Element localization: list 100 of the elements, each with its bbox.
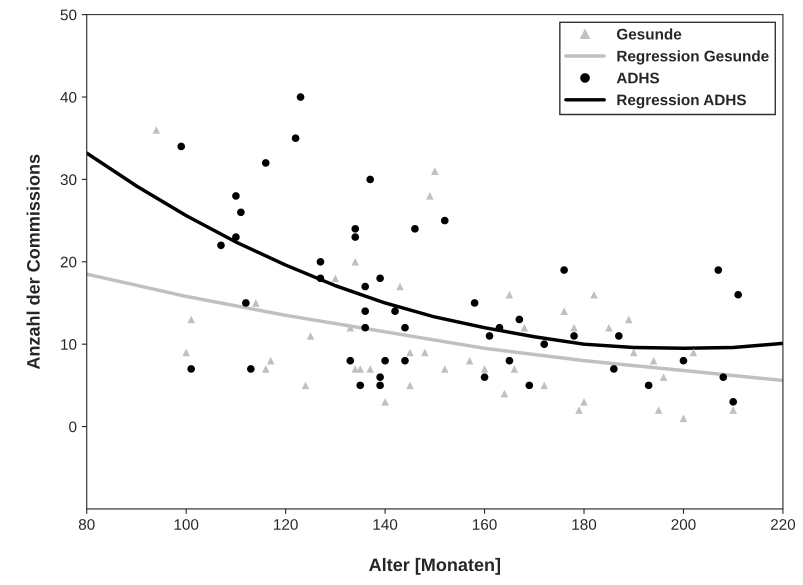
- point: [590, 290, 598, 299]
- legend-label: Regression ADHS: [617, 94, 746, 108]
- point: [262, 365, 270, 373]
- x-tick-label: 180: [572, 519, 596, 530]
- point: [440, 216, 449, 224]
- point: [734, 290, 742, 299]
- x-tick-label: 160: [472, 519, 497, 530]
- y-tick-label: 40: [60, 92, 76, 103]
- point: [262, 159, 270, 167]
- point: [356, 382, 364, 390]
- point: [506, 290, 514, 299]
- point: [351, 258, 360, 266]
- point: [680, 356, 688, 364]
- point: [719, 373, 728, 381]
- point: [660, 373, 668, 381]
- point: [406, 348, 414, 356]
- point: [575, 406, 583, 414]
- legend-label: ADHS: [616, 72, 660, 84]
- point: [351, 233, 360, 241]
- point: [426, 192, 434, 200]
- point: [570, 332, 578, 340]
- y-tick-label: 30: [60, 174, 76, 186]
- point: [431, 167, 439, 175]
- point: [401, 356, 409, 364]
- line-series: [86, 272, 783, 382]
- point: [232, 192, 240, 200]
- x-tick-label: 80: [78, 519, 95, 530]
- point: [729, 406, 737, 414]
- point: [610, 365, 618, 373]
- y-tick-label: 0: [69, 421, 76, 432]
- point: [182, 348, 190, 356]
- point: [480, 365, 488, 373]
- point: [292, 134, 300, 142]
- point: [361, 324, 370, 332]
- point: [152, 126, 160, 134]
- point: [302, 382, 310, 390]
- x-tick-label: 200: [671, 519, 696, 530]
- point: [401, 324, 409, 332]
- point: [500, 390, 508, 398]
- point: [520, 324, 528, 332]
- y-tick-label: 20: [60, 256, 76, 268]
- point: [680, 414, 688, 422]
- point: [440, 365, 449, 373]
- y-tick-label: 10: [61, 339, 76, 350]
- point: [516, 316, 524, 324]
- x-tick-label: 220: [770, 519, 796, 530]
- point: [560, 307, 568, 316]
- point: [376, 373, 384, 381]
- point: [421, 348, 429, 356]
- point: [624, 316, 633, 324]
- point: [391, 307, 399, 316]
- x-tick-label: 140: [374, 519, 398, 530]
- point: [252, 299, 260, 307]
- legend-label: Regression Gesunde: [617, 50, 769, 65]
- point: [470, 299, 478, 307]
- point: [540, 382, 548, 390]
- y-tick-label: 50: [60, 9, 76, 20]
- point: [654, 406, 662, 414]
- point: [615, 332, 623, 340]
- point: [605, 324, 613, 332]
- point: [247, 365, 255, 373]
- point: [506, 356, 514, 364]
- line-series: [86, 151, 783, 350]
- point: [396, 282, 404, 290]
- point: [729, 398, 737, 406]
- point: [266, 356, 275, 364]
- point: [630, 348, 638, 356]
- point: [361, 282, 370, 290]
- point: [346, 324, 354, 332]
- x-tick-label: 100: [174, 519, 198, 530]
- y-axis-title: Anzahl der Commissions: [26, 154, 40, 370]
- point: [376, 382, 384, 390]
- legend-label: Gesunde: [616, 28, 682, 40]
- point: [177, 142, 186, 150]
- point: [361, 307, 370, 316]
- point: [316, 258, 324, 266]
- point: [570, 324, 578, 332]
- point: [580, 398, 588, 406]
- point: [217, 242, 225, 250]
- point: [237, 208, 245, 216]
- point: [376, 274, 384, 282]
- point: [381, 356, 389, 364]
- point: [306, 332, 314, 340]
- point: [690, 348, 698, 356]
- point: [560, 266, 568, 274]
- point: [466, 356, 474, 364]
- point: [316, 274, 324, 282]
- point: [526, 382, 534, 390]
- point: [480, 373, 488, 381]
- point: [351, 225, 360, 233]
- point: [346, 356, 354, 364]
- point: [366, 365, 374, 373]
- point: [411, 225, 419, 233]
- point: [406, 382, 414, 390]
- point: [381, 398, 389, 406]
- x-tick-label: 120: [274, 519, 298, 530]
- point: [187, 316, 195, 324]
- point: [644, 382, 652, 390]
- x-axis-title: Alter [Monaten]: [369, 558, 500, 575]
- point: [540, 340, 548, 348]
